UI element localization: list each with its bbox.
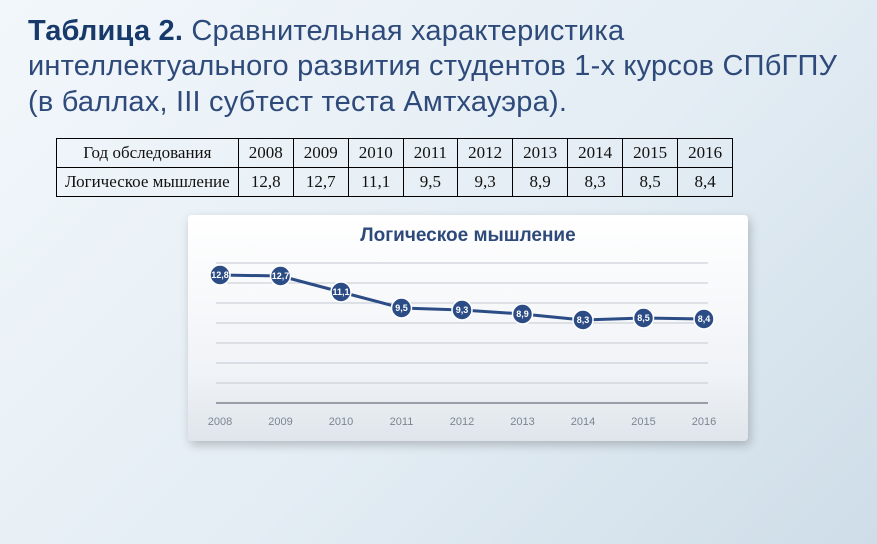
svg-text:2011: 2011 (390, 416, 414, 428)
svg-text:11,1: 11,1 (332, 287, 349, 297)
svg-text:8,9: 8,9 (516, 309, 529, 319)
svg-text:8,4: 8,4 (698, 314, 711, 324)
chart-title: Логическое мышление (202, 225, 734, 247)
table-cell: 12,8 (238, 168, 293, 197)
row-label-years: Год обследования (57, 139, 239, 168)
heading-label: Таблица 2. (28, 15, 183, 47)
table-row-years: Год обследования 2008 2009 2010 2011 201… (57, 139, 733, 168)
svg-text:8,5: 8,5 (637, 313, 650, 323)
table-cell: 8,3 (568, 168, 623, 197)
slide: Таблица 2. Сравнительная характеристика … (0, 0, 877, 544)
table-cell: 12,7 (293, 168, 348, 197)
table-cell: 9,3 (458, 168, 513, 197)
row-label-values: Логическое мышление (57, 168, 239, 197)
table-cell: 2014 (568, 139, 623, 168)
table-cell: 8,9 (513, 168, 568, 197)
table-cell: 2016 (678, 139, 733, 168)
table-cell: 2010 (348, 139, 403, 168)
table-cell: 11,1 (348, 168, 403, 197)
table-cell: 9,5 (403, 168, 457, 197)
svg-text:2016: 2016 (692, 416, 716, 428)
svg-text:2014: 2014 (571, 416, 595, 428)
svg-text:2009: 2009 (268, 416, 292, 428)
table-cell: 2008 (238, 139, 293, 168)
svg-text:2015: 2015 (631, 416, 655, 428)
svg-text:8,3: 8,3 (577, 315, 590, 325)
line-chart: 2008 2009 2010 2011 2012 2013 2014 2015 2016 12,8… (202, 253, 722, 433)
table-cell: 2015 (623, 139, 678, 168)
svg-text:9,3: 9,3 (456, 305, 469, 315)
svg-text:9,5: 9,5 (395, 303, 408, 313)
table-cell: 2012 (458, 139, 513, 168)
table-cell: 8,4 (678, 168, 733, 197)
svg-text:2012: 2012 (450, 416, 474, 428)
table-cell: 8,5 (623, 168, 678, 197)
svg-text:12,8: 12,8 (211, 270, 229, 280)
svg-text:12,7: 12,7 (272, 271, 290, 281)
chart-card: Логическое мышление 2008 2009 2010 2011 2012… (188, 215, 748, 441)
data-table: Год обследования 2008 2009 2010 2011 201… (56, 138, 733, 197)
chart-wrap: Логическое мышление 2008 2009 2010 2011 2012… (188, 215, 748, 441)
table-cell: 2009 (293, 139, 348, 168)
svg-text:2013: 2013 (510, 416, 534, 428)
slide-heading: Таблица 2. Сравнительная характеристика … (28, 14, 849, 120)
svg-text:2008: 2008 (208, 416, 232, 428)
table-cell: 2011 (403, 139, 457, 168)
svg-text:2010: 2010 (329, 416, 353, 428)
table-cell: 2013 (513, 139, 568, 168)
table-row-values: Логическое мышление 12,8 12,7 11,1 9,5 9… (57, 168, 733, 197)
data-table-wrap: Год обследования 2008 2009 2010 2011 201… (56, 138, 849, 197)
